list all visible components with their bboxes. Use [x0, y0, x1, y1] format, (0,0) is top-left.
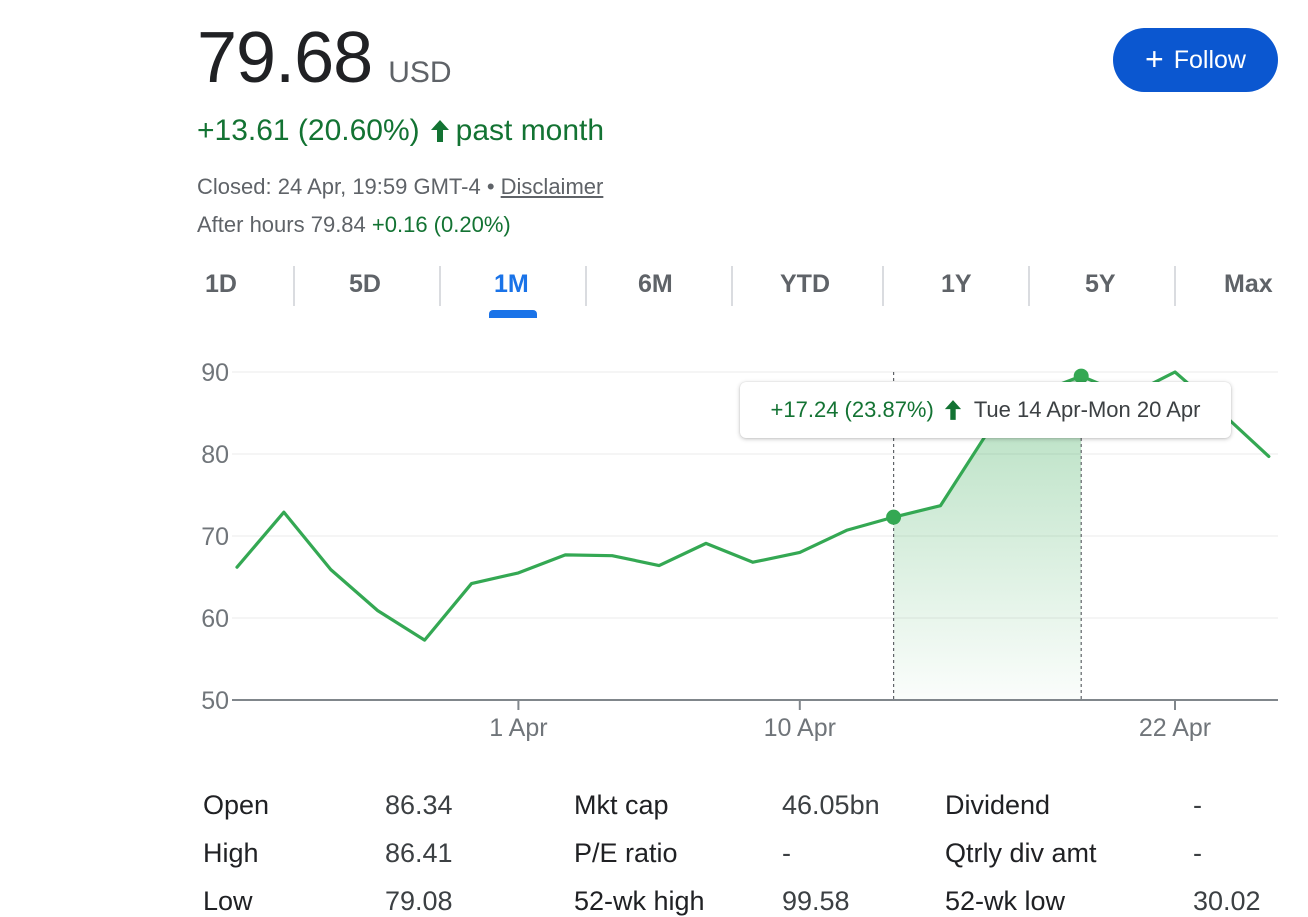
tab-ytd[interactable]: YTD	[780, 270, 830, 298]
tab-1d[interactable]: 1D	[205, 270, 237, 298]
y-tick-label: 70	[201, 523, 229, 551]
stat-label: Dividend	[945, 790, 1051, 820]
data-point	[606, 550, 618, 562]
tab-5y[interactable]: 5Y	[1085, 270, 1116, 298]
stat-value: 86.41	[385, 838, 453, 868]
stat-value: 79.08	[385, 886, 453, 916]
after-hours-label: After hours 79.84	[197, 212, 366, 237]
stat-label: 52-wk low	[945, 886, 1066, 916]
key-stats: Open 86.34 High 86.41 Low 79.08 Mkt cap …	[0, 782, 1308, 916]
tab-6m[interactable]: 6M	[638, 270, 673, 298]
data-point	[794, 546, 806, 558]
stat-label: Low	[203, 886, 253, 916]
data-point	[231, 561, 243, 573]
tab-divider	[731, 266, 733, 306]
stat-value: -	[1193, 790, 1202, 820]
stat-label: Open	[203, 790, 270, 820]
closed-text: Closed: 24 Apr, 19:59 GMT-4 •	[197, 174, 495, 199]
data-point	[419, 634, 431, 646]
follow-label: Follow	[1173, 45, 1246, 74]
stat-label: Mkt cap	[574, 790, 669, 820]
y-tick-label: 60	[201, 605, 229, 633]
tooltip-change: +17.24 (23.87%)	[770, 397, 934, 422]
data-point	[512, 567, 524, 579]
selection-area	[893, 376, 1082, 700]
stat-value: -	[1193, 838, 1202, 868]
price-change: +13.61 (20.60%) past month	[197, 114, 604, 148]
data-point	[700, 537, 712, 549]
stat-value: -	[782, 838, 791, 868]
close-info: Closed: 24 Apr, 19:59 GMT-4 • Disclaimer	[197, 174, 603, 200]
y-tick-label: 50	[201, 687, 229, 715]
data-point	[372, 605, 384, 617]
stat-label: P/E ratio	[574, 838, 678, 868]
selection-tooltip: +17.24 (23.87%) Tue 14 Apr-Mon 20 Apr	[740, 382, 1231, 438]
price-chart[interactable]: 50 60 70 80 90 1 Apr 10 Apr 22 Apr	[0, 340, 1308, 760]
stat-value: 99.58	[782, 886, 850, 916]
tooltip-range: Tue 14 Apr-Mon 20 Apr	[973, 397, 1201, 422]
stat-label: Qtrly div amt	[945, 838, 1097, 868]
arrow-up-icon	[430, 119, 450, 143]
tab-max[interactable]: Max	[1224, 270, 1273, 298]
range-tabs: 1D 5D 1M 6M YTD 1Y 5Y Max	[197, 262, 1278, 322]
arrow-up-icon	[944, 399, 962, 421]
stat-label: High	[203, 838, 259, 868]
tab-1m[interactable]: 1M	[494, 270, 529, 298]
tab-divider	[1174, 266, 1176, 306]
stat-value: 86.34	[385, 790, 453, 820]
tab-5d[interactable]: 5D	[349, 270, 381, 298]
change-value: +13.61 (20.60%)	[197, 114, 420, 147]
tab-divider	[439, 266, 441, 306]
change-period: past month	[455, 114, 605, 147]
data-point	[1169, 366, 1181, 378]
data-point	[278, 506, 290, 518]
selection-marker	[886, 509, 902, 525]
data-point	[653, 560, 665, 572]
y-tick-label: 80	[201, 441, 229, 469]
active-tab-indicator	[489, 310, 537, 318]
plus-icon: +	[1145, 40, 1164, 77]
follow-button[interactable]: + Follow	[1113, 28, 1278, 92]
data-point	[559, 549, 571, 561]
price-header: 79.68 USD	[197, 22, 452, 94]
stat-value: 30.02	[1193, 886, 1261, 916]
data-point	[747, 556, 759, 568]
tab-divider	[293, 266, 295, 306]
x-tick-label: 1 Apr	[489, 714, 547, 742]
y-tick-label: 90	[201, 359, 229, 387]
data-point	[841, 524, 853, 536]
selection-marker	[1073, 368, 1089, 384]
after-hours-info: After hours 79.84 +0.16 (0.20%)	[197, 212, 511, 238]
current-price: 79.68	[197, 18, 373, 98]
after-hours-change: +0.16 (0.20%)	[371, 212, 511, 237]
data-point	[1263, 450, 1275, 462]
data-point	[466, 578, 478, 590]
disclaimer-link[interactable]: Disclaimer	[500, 174, 604, 199]
currency-label: USD	[388, 56, 452, 89]
tab-divider	[882, 266, 884, 306]
data-point	[325, 564, 337, 576]
x-tick-label: 22 Apr	[1139, 714, 1211, 742]
stat-value: 46.05bn	[782, 790, 880, 820]
tab-divider	[1028, 266, 1030, 306]
x-tick-label: 10 Apr	[764, 714, 836, 742]
tab-divider	[585, 266, 587, 306]
tab-1y[interactable]: 1Y	[941, 270, 972, 298]
data-point	[935, 500, 947, 512]
stat-label: 52-wk high	[574, 886, 705, 916]
